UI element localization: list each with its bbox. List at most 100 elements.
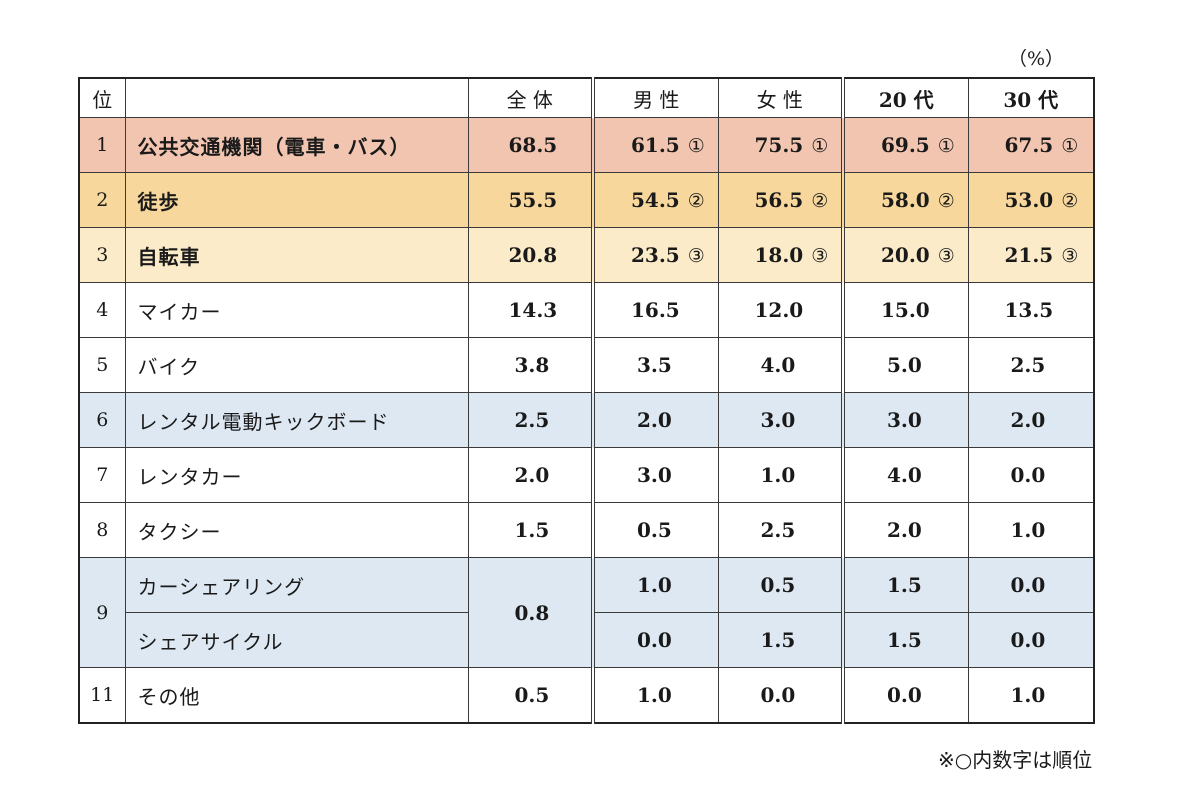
cell-age20: 3.0 (841, 392, 969, 448)
cell-all: 20.8 (467, 227, 594, 283)
cell-age20: 58.0 ② (841, 172, 969, 228)
cell-age20: 1.5 (841, 612, 969, 668)
row-rank: 6 (78, 392, 126, 448)
table-row: 7 レンタカー 2.0 3.0 1.0 4.0 0.0 (78, 447, 1095, 503)
row-item-name: レンタル電動キックボード (124, 392, 469, 448)
row-rank: 2 (78, 172, 126, 228)
ranking-table: 位 全 体 男 性 女 性 20 代 30 代 1 公共交通機関（電車・バス） … (78, 77, 1095, 724)
cell-male: 3.0 (591, 447, 719, 503)
rank-marker: ③ (687, 245, 705, 267)
row-item-name: マイカー (124, 282, 469, 338)
table-row: 5 バイク 3.8 3.5 4.0 5.0 2.5 (78, 337, 1095, 393)
cell-male: 3.5 (591, 337, 719, 393)
cell-age20: 2.0 (841, 502, 969, 558)
cell-female: 2.5 (717, 502, 844, 558)
row-item-name: 自転車 (124, 227, 469, 283)
cell-all: 3.8 (467, 337, 594, 393)
cell-age30: 1.0 (967, 502, 1095, 558)
cell-male: 1.0 (591, 557, 719, 613)
rank-marker: ① (687, 135, 705, 157)
row-item-name: タクシー (124, 502, 469, 558)
cell-all: 55.5 (467, 172, 594, 228)
cell-age30: 2.0 (967, 392, 1095, 448)
cell-all: 14.3 (467, 282, 594, 338)
table-row: 3 自転車 20.8 23.5 ③ 18.0 ③ 20.0 ③ 21.5 ③ (78, 227, 1095, 283)
cell-age30: 53.0 ② (967, 172, 1095, 228)
rank-marker: ① (811, 135, 829, 157)
header-all: 全 体 (467, 77, 594, 118)
cell-age30: 0.0 (967, 447, 1095, 503)
header-female: 女 性 (717, 77, 844, 118)
row-item-name: カーシェアリング (124, 557, 469, 613)
cell-age20: 0.0 (841, 667, 969, 724)
cell-female: 0.5 (717, 557, 844, 613)
row-rank: 8 (78, 502, 126, 558)
row-item-name: 公共交通機関（電車・バス） (124, 117, 469, 173)
cell-female: 3.0 (717, 392, 844, 448)
cell-female: 56.5 ② (717, 172, 844, 228)
cell-male: 16.5 (591, 282, 719, 338)
cell-male: 54.5 ② (591, 172, 719, 228)
cell-age20: 1.5 (841, 557, 969, 613)
cell-all: 0.8 (467, 557, 594, 668)
cell-age30: 0.0 (967, 557, 1095, 613)
cell-age20: 15.0 (841, 282, 969, 338)
rank-marker: ① (937, 135, 955, 157)
footnote: ※○内数字は順位 (938, 748, 1093, 772)
row-rank: 4 (78, 282, 126, 338)
table-row: シェアサイクル 0.0 1.5 1.5 0.0 (79, 612, 1095, 668)
table-row: 6 レンタル電動キックボード 2.5 2.0 3.0 3.0 2.0 (78, 392, 1095, 448)
cell-male: 2.0 (591, 392, 719, 448)
row-item-name: シェアサイクル (124, 612, 469, 668)
cell-age30: 13.5 (967, 282, 1095, 338)
row-item-name: 徒歩 (124, 172, 469, 228)
cell-female: 18.0 ③ (717, 227, 844, 283)
rank-marker: ③ (937, 245, 955, 267)
cell-all: 68.5 (467, 117, 594, 173)
row-rank: 5 (78, 337, 126, 393)
table-row: 2 徒歩 55.5 54.5 ② 56.5 ② 58.0 ② 53.0 ② (78, 172, 1095, 228)
row-rank: 7 (78, 447, 126, 503)
row-rank: 9 (78, 557, 126, 668)
row-rank: 3 (78, 227, 126, 283)
cell-age30: 2.5 (967, 337, 1095, 393)
cell-male: 0.0 (591, 612, 719, 668)
table-row: 4 マイカー 14.3 16.5 12.0 15.0 13.5 (78, 282, 1095, 338)
cell-female: 75.5 ① (717, 117, 844, 173)
rank-marker: ③ (811, 245, 829, 267)
cell-male: 61.5 ① (591, 117, 719, 173)
header-male: 男 性 (591, 77, 719, 118)
cell-male: 23.5 ③ (591, 227, 719, 283)
cell-age20: 20.0 ③ (841, 227, 969, 283)
cell-all: 0.5 (467, 667, 594, 724)
rank-marker: ② (687, 190, 705, 212)
header-age30: 30 代 (967, 77, 1095, 118)
rank-marker: ① (1061, 135, 1079, 157)
header-rank: 位 (78, 77, 126, 118)
header-age20: 20 代 (841, 77, 969, 118)
cell-all: 2.0 (467, 447, 594, 503)
table-row: 11 その他 0.5 1.0 0.0 0.0 1.0 (78, 667, 1095, 724)
cell-female: 1.0 (717, 447, 844, 503)
header-item (124, 77, 469, 118)
row-item-name: レンタカー (124, 447, 469, 503)
cell-age30: 67.5 ① (967, 117, 1095, 173)
cell-all: 1.5 (467, 502, 594, 558)
table-row: 9 カーシェアリング 0.8 1.0 0.5 1.5 0.0 (78, 557, 1095, 668)
cell-age20: 5.0 (841, 337, 969, 393)
rank-marker: ③ (1061, 245, 1079, 267)
rank-marker: ② (1061, 190, 1079, 212)
row-rank: 11 (78, 667, 126, 724)
row-rank: 1 (78, 117, 126, 173)
cell-female: 4.0 (717, 337, 844, 393)
unit-label: （%） (1008, 48, 1065, 70)
table-header-row: 位 全 体 男 性 女 性 20 代 30 代 (78, 77, 1095, 118)
cell-age30: 1.0 (967, 667, 1095, 724)
rank-marker: ② (937, 190, 955, 212)
cell-female: 1.5 (717, 612, 844, 668)
cell-female: 0.0 (717, 667, 844, 724)
cell-age20: 4.0 (841, 447, 969, 503)
rank-marker: ② (811, 190, 829, 212)
cell-age20: 69.5 ① (841, 117, 969, 173)
cell-male: 1.0 (591, 667, 719, 724)
